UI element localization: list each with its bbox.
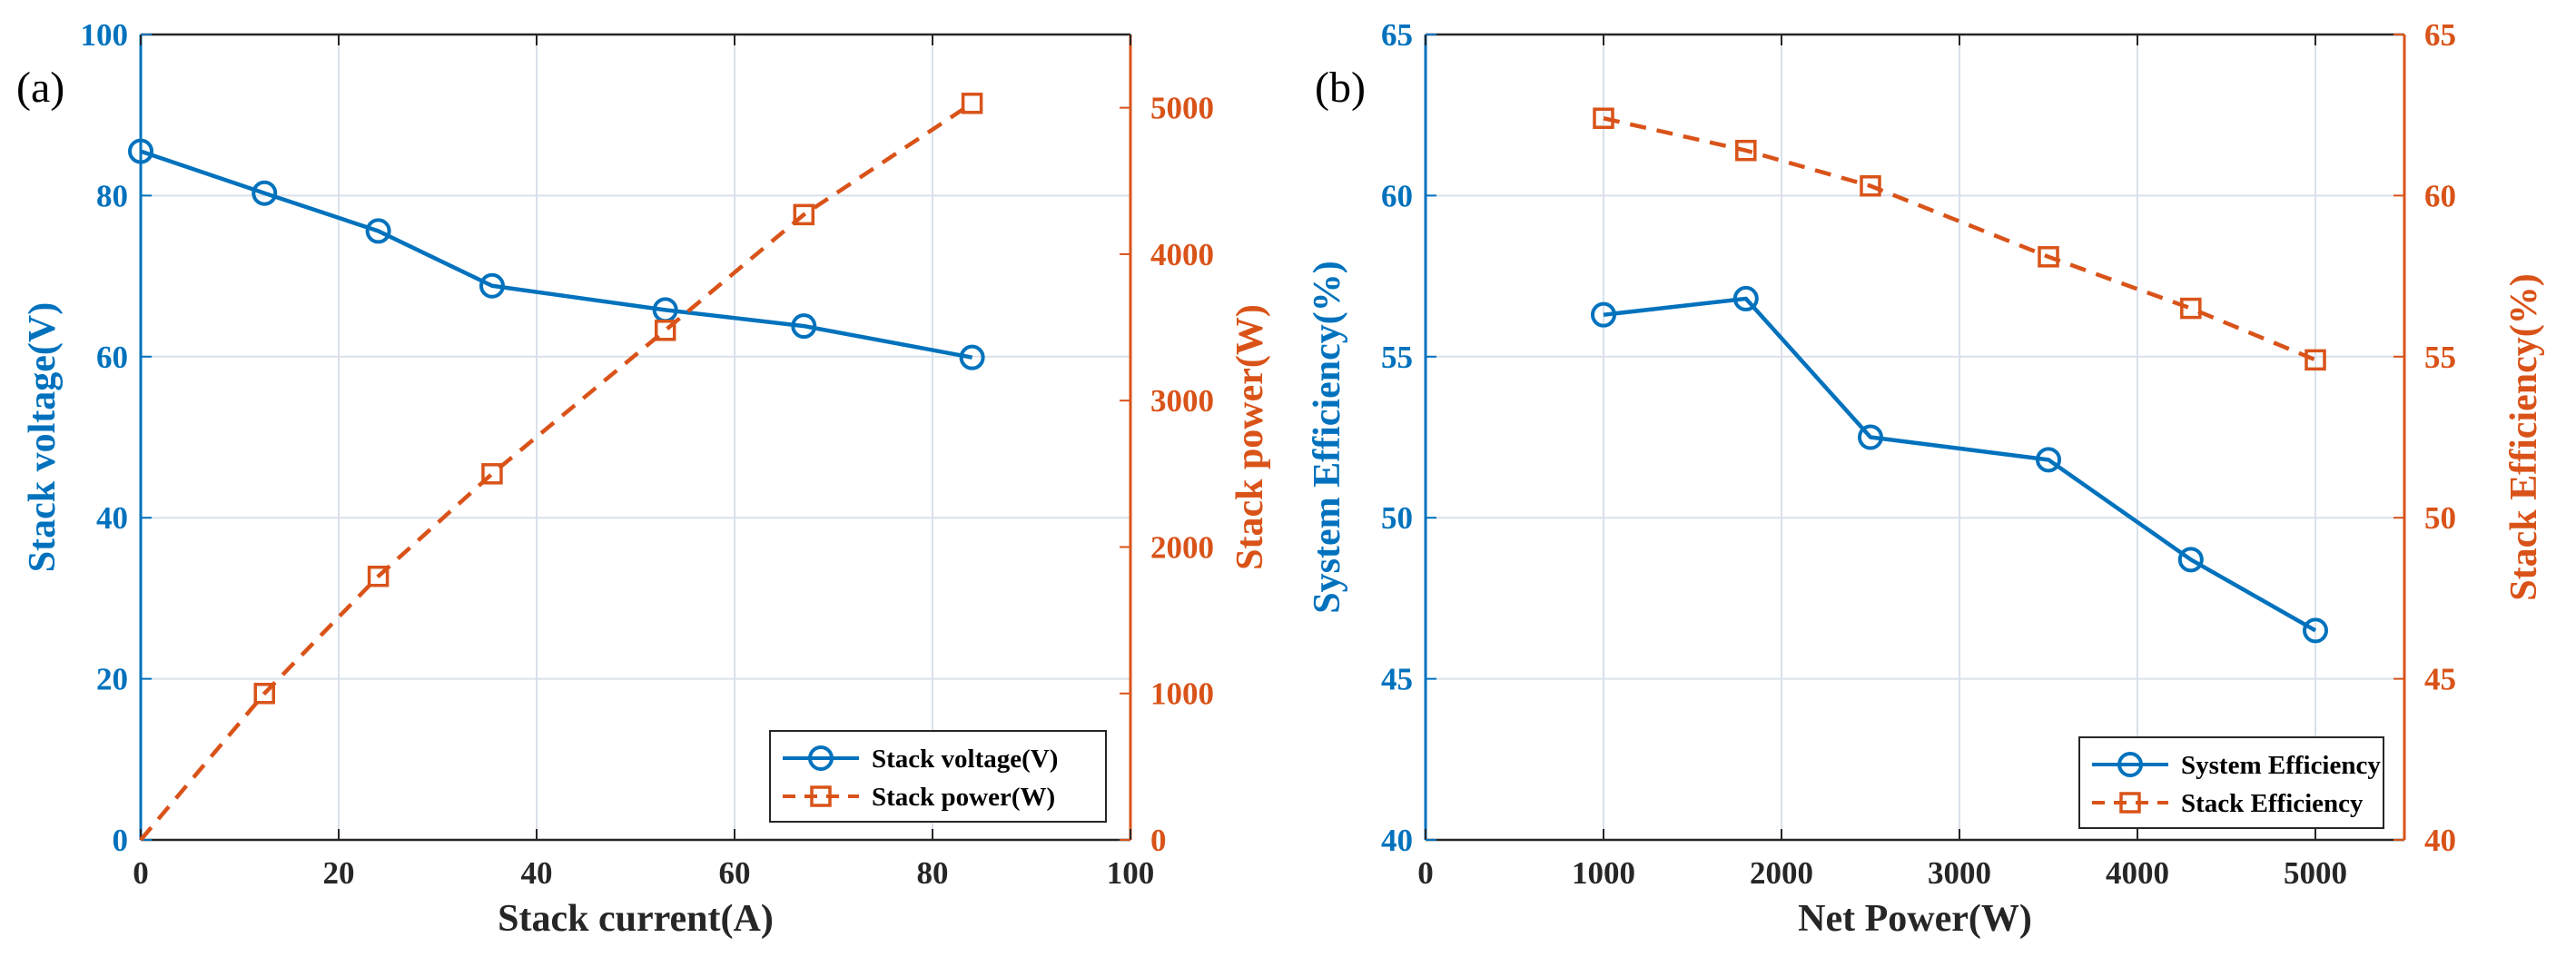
y-left-tick-label: 40 [96,500,128,536]
y-left-tick-label: 60 [1381,178,1413,213]
chart-b-series-right-point [1735,139,1757,162]
panel-label: (a) [16,64,64,112]
y-right-tick-label: 40 [2424,823,2456,858]
chart-b-series-left-point [2303,617,2328,644]
y-right-tick-label: 5000 [1150,91,1214,126]
chart-a-series-right-line [139,101,973,842]
legend-entry: Stack Efficiency [2181,789,2364,818]
chart-b-series-right-point [1860,175,1881,197]
legend-entry: System Efficiency [2181,751,2381,780]
legend-swatch-marker [2117,752,2143,777]
chart-a-series-left-point [959,344,985,370]
y-left-tick-label: 45 [1381,662,1413,697]
y-left-tick-label: 0 [113,823,129,858]
y-right-tick-label: 4000 [1150,237,1214,272]
panel-label: (b) [1315,64,1366,112]
chart-a-series-right-point [654,320,676,341]
x-axis-label: Stack current(A) [498,898,774,940]
y-left-tick-label: 20 [96,662,128,697]
legend-entry: Stack power(W) [872,783,1055,812]
chart-a-series-left-point [252,180,278,206]
y-left-tick-label: 55 [1381,340,1413,375]
chart-a-series-right-point [367,565,390,587]
x-tick-label: 80 [917,855,949,891]
y-right-tick-label: 0 [1150,823,1167,858]
y-left-tick-label: 80 [96,178,128,213]
chart-a-legend: Stack voltage(V) Stack power(W) [769,730,1107,823]
chart-b-series-left-point [1591,301,1616,328]
y-right-tick-label: 65 [2424,17,2456,53]
chart-b-series-left-point [1732,285,1759,311]
chart-b-series-left-point [2177,547,2204,573]
chart-a-series-left-point [128,138,153,164]
y-right-tick-label: 50 [2424,500,2456,536]
x-tick-label: 40 [521,855,553,891]
chart-a-series-right-point [253,682,275,705]
chart-b-series-left-line [1603,296,2317,633]
y-left-tick-label: 100 [81,17,129,53]
chart-b: 0 1000 2000 3000 4000 5000 40 45 50 55 60 65 40 45 50 5… [1307,17,2545,940]
y-right-tick-label: 1000 [1150,676,1214,712]
chart-a-series-left-point [791,313,817,340]
x-tick-label: 4000 [2106,855,2169,891]
chart-b-series-right-line [1603,116,2316,362]
chart-b-legend: System Efficiency Stack Efficiency [2078,736,2384,829]
y-left-tick-label: 50 [1381,500,1413,536]
y-left-axis-label: Stack voltage(V) [22,302,64,572]
legend-swatch-marker [2119,792,2141,814]
chart-a-series-left-point [479,272,505,299]
chart-b-series-left-point [2036,447,2061,473]
y-left-tick-label: 60 [96,340,128,375]
legend-swatch-marker [810,785,832,807]
chart-a-series-left-point [365,218,391,244]
y-left-axis-label: System Efficiency(%) [1307,261,1348,613]
chart-b-series-left-point [1858,424,1883,450]
x-tick-label: 5000 [2284,855,2347,891]
chart-b-series-right-point [2038,246,2059,268]
chart-b-series-right-point [1593,107,1614,129]
y-right-tick-label: 45 [2424,662,2456,697]
x-tick-label: 60 [719,855,751,891]
chart-a-series-right-point [793,203,815,226]
y-right-tick-label: 3000 [1150,383,1214,419]
x-tick-label: 100 [1107,855,1155,891]
y-left-tick-label: 40 [1381,823,1413,858]
y-right-tick-label: 60 [2424,178,2456,213]
legend-entry: Stack voltage(V) [872,745,1058,774]
x-tick-label: 3000 [1928,855,1991,891]
x-tick-label: 20 [323,855,355,891]
y-right-axis-label: Stack power(W) [1229,304,1271,570]
x-axis-label: Net Power(W) [1798,898,2032,940]
chart-a-series-right-point [481,463,503,485]
chart-a-series-right-point [961,93,983,114]
y-right-tick-label: 2000 [1150,529,1214,565]
chart-a: 0 20 40 60 80 1000204060801000100020003000400… [16,17,1271,940]
y-left-tick-label: 65 [1381,17,1413,53]
y-right-axis-label: Stack Efficiency(%) [2503,273,2545,600]
chart-a-series-left-line [140,149,973,360]
x-tick-label: 2000 [1750,855,1813,891]
x-tick-label: 1000 [1572,855,1635,891]
chart-b-series-right-point [2180,297,2202,320]
legend-swatch-marker [808,745,834,771]
chart-b-series-right-point [2305,349,2326,371]
y-right-tick-label: 55 [2424,340,2456,375]
x-tick-label: 0 [133,855,149,891]
x-tick-label: 0 [1417,855,1434,891]
